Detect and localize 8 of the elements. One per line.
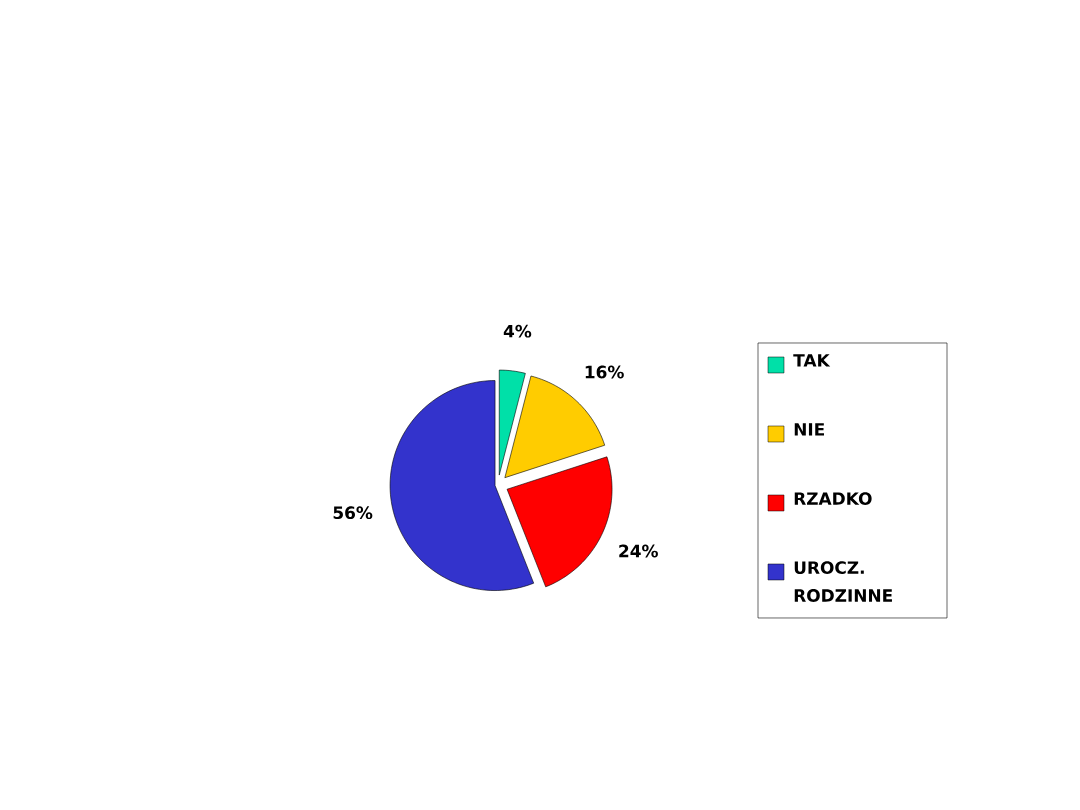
legend-label: NIE: [794, 423, 825, 436]
legend-label: RZADKO: [794, 492, 872, 505]
legend-label: UROCZ. RODZINNE: [794, 561, 892, 602]
data-label: 24%: [619, 544, 658, 558]
legend-label: TAK: [793, 354, 831, 367]
data-label: 16%: [585, 365, 624, 379]
data-label: 4%: [503, 324, 532, 338]
data-label: 56%: [333, 506, 373, 520]
